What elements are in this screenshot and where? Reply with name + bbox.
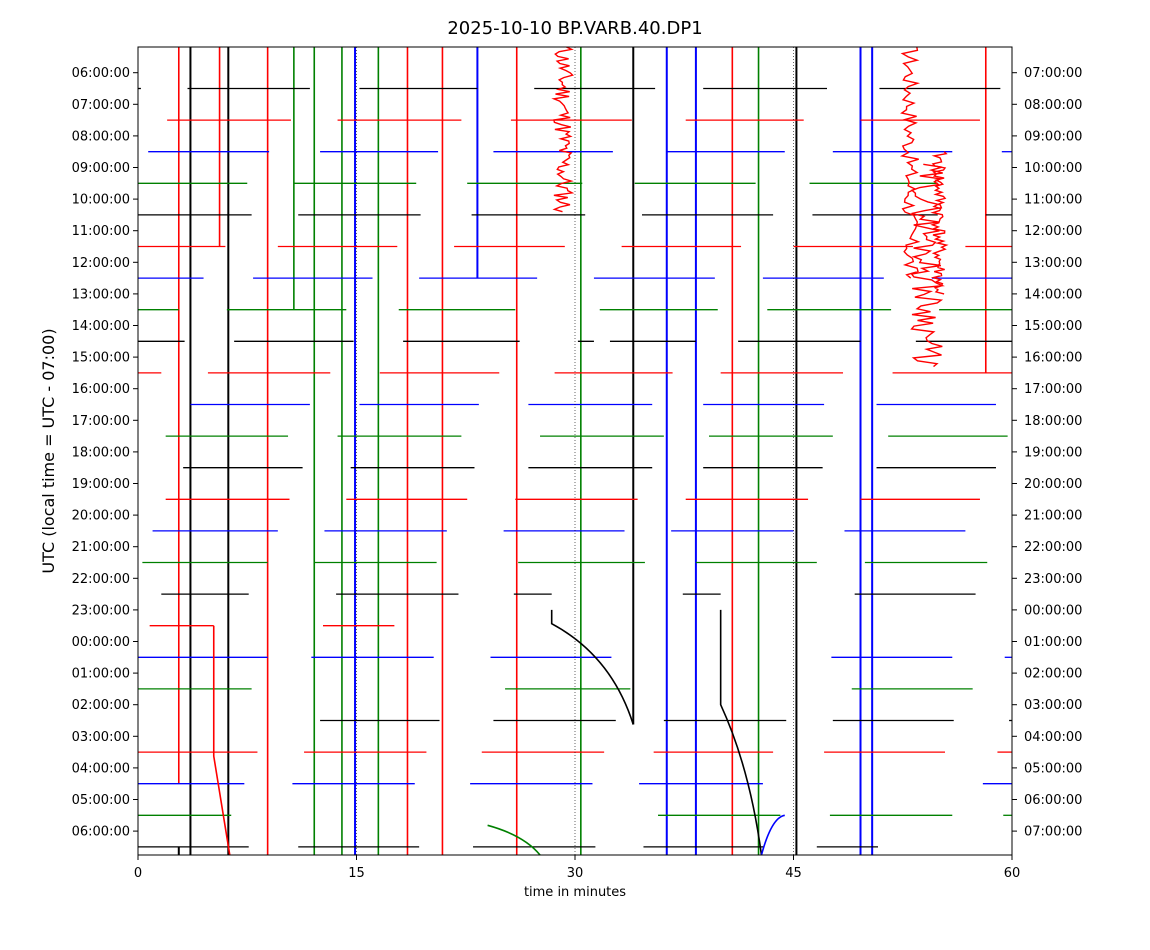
plot-frame	[137, 46, 1013, 856]
right-tick-label-18: 01:00:00	[1024, 635, 1082, 650]
burst-55-min	[930, 151, 949, 295]
right-tick-label-1: 08:00:00	[1024, 98, 1082, 113]
right-tick-label-17: 00:00:00	[1024, 603, 1082, 618]
right-tick-label-6: 13:00:00	[1024, 256, 1082, 271]
left-tick-label-5: 11:00:00	[72, 224, 130, 239]
right-tick-label-3: 10:00:00	[1024, 161, 1082, 176]
left-tick-label-20: 02:00:00	[72, 698, 130, 713]
drift-curve-1	[719, 609, 763, 855]
y-axis-right: 07:00:00 08:00:00 09:00:00 10:00:00 11:00:00…	[1012, 66, 1082, 840]
left-tick-label-0: 06:00:00	[72, 66, 130, 81]
right-tick-label-16: 23:00:00	[1024, 572, 1082, 587]
right-tick-label-20: 03:00:00	[1024, 698, 1082, 713]
left-tick-label-18: 00:00:00	[72, 635, 130, 650]
y-axis-label: UTC (local time = UTC - 07:00)	[39, 328, 58, 573]
x-tick-label-15: 15	[348, 866, 365, 881]
left-tick-label-9: 15:00:00	[72, 351, 130, 366]
left-tick-label-6: 12:00:00	[72, 256, 130, 271]
right-tick-label-5: 12:00:00	[1024, 224, 1082, 239]
left-tick-label-4: 10:00:00	[72, 193, 130, 208]
right-tick-label-8: 15:00:00	[1024, 319, 1082, 334]
right-tick-label-11: 18:00:00	[1024, 414, 1082, 429]
right-tick-label-2: 09:00:00	[1024, 129, 1082, 144]
right-tick-label-23: 06:00:00	[1024, 793, 1082, 808]
right-tick-label-24: 07:00:00	[1024, 825, 1082, 840]
left-tick-label-7: 13:00:00	[72, 287, 130, 302]
right-tick-label-19: 02:00:00	[1024, 667, 1082, 682]
left-tick-label-13: 19:00:00	[72, 477, 130, 492]
left-tick-label-24: 06:00:00	[72, 825, 130, 840]
left-tick-label-1: 07:00:00	[72, 98, 130, 113]
left-tick-label-19: 01:00:00	[72, 667, 130, 682]
drift-curve-2	[760, 814, 785, 855]
right-tick-label-10: 17:00:00	[1024, 382, 1082, 397]
right-tick-label-9: 16:00:00	[1024, 351, 1082, 366]
left-tick-label-3: 09:00:00	[72, 161, 130, 176]
left-tick-label-2: 08:00:00	[72, 129, 130, 144]
left-tick-label-14: 20:00:00	[72, 509, 130, 524]
right-tick-label-0: 07:00:00	[1024, 66, 1082, 81]
x-tick-label-45: 45	[785, 866, 802, 881]
y-axis-left: 06:00:00 07:00:00 08:00:00 09:00:00 10:00:00…	[72, 66, 138, 840]
drift-curve-4	[212, 625, 231, 855]
right-tick-label-22: 05:00:00	[1024, 761, 1082, 776]
burst-29-min	[551, 47, 575, 213]
left-tick-label-10: 16:00:00	[72, 382, 130, 397]
left-tick-label-23: 05:00:00	[72, 793, 130, 808]
burst-54-min-lower	[910, 163, 945, 368]
grid-lines	[356, 47, 794, 855]
left-tick-label-11: 17:00:00	[72, 414, 130, 429]
left-tick-label-15: 21:00:00	[72, 540, 130, 555]
left-tick-label-12: 18:00:00	[72, 445, 130, 460]
right-tick-label-12: 19:00:00	[1024, 445, 1082, 460]
right-tick-label-15: 22:00:00	[1024, 540, 1082, 555]
x-axis: 0 15 30 45 60	[134, 855, 1020, 881]
right-tick-label-14: 21:00:00	[1024, 509, 1082, 524]
trace-layer	[138, 47, 1012, 855]
burst-53-min-upper	[899, 47, 921, 279]
right-tick-label-4: 11:00:00	[1024, 193, 1082, 208]
left-tick-label-22: 04:00:00	[72, 761, 130, 776]
right-tick-label-7: 14:00:00	[1024, 287, 1082, 302]
left-tick-label-17: 23:00:00	[72, 603, 130, 618]
left-tick-label-16: 22:00:00	[72, 572, 130, 587]
right-tick-label-13: 20:00:00	[1024, 477, 1082, 492]
x-tick-label-60: 60	[1004, 866, 1021, 881]
x-axis-label: time in minutes	[524, 885, 626, 900]
right-tick-label-21: 04:00:00	[1024, 730, 1082, 745]
plot-area	[137, 46, 1013, 856]
chart-title: 2025-10-10 BP.VARB.40.DP1	[447, 18, 702, 39]
drift-curve-3	[487, 824, 541, 855]
drift-curve-0	[550, 609, 635, 725]
x-tick-label-0: 0	[134, 866, 142, 881]
left-tick-label-8: 14:00:00	[72, 319, 130, 334]
left-tick-label-21: 03:00:00	[72, 730, 130, 745]
x-tick-label-30: 30	[567, 866, 584, 881]
